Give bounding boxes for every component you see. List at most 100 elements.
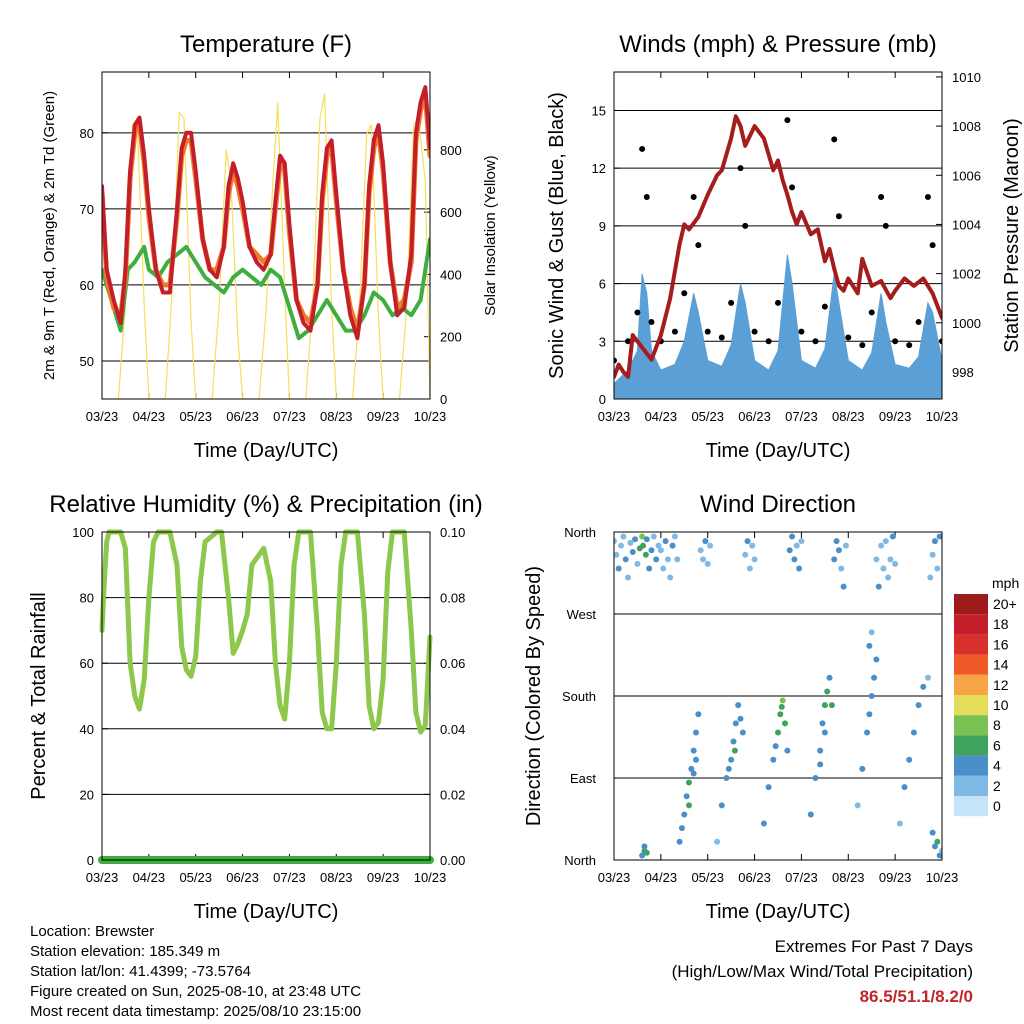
- y-axis-right-title: Station Pressure (Maroon): [1001, 118, 1023, 353]
- y-right-tick-label: 0.08: [440, 591, 465, 606]
- x-tick-label: 07/23: [273, 870, 306, 885]
- direction-point: [725, 765, 732, 772]
- direction-point: [778, 703, 785, 710]
- gust-point: [728, 299, 735, 306]
- plot-frame: [101, 71, 431, 400]
- direction-point: [838, 565, 845, 572]
- colorbar: mph 20+ 18 16 14 12 10 8 6 4 2 0: [954, 575, 1019, 817]
- series-group: [102, 85, 430, 399]
- y-tick-label: 9: [599, 219, 606, 234]
- gust-point: [892, 338, 899, 345]
- y-tick-label: 60: [80, 656, 94, 671]
- y-axis-title: Percent & Total Rainfall: [28, 592, 50, 800]
- direction-point: [653, 556, 660, 563]
- direction-point: [777, 711, 784, 718]
- elevation-text: Station elevation: 185.349 m: [30, 943, 221, 960]
- gust-point: [789, 184, 796, 191]
- gust-point: [737, 165, 744, 172]
- extremes-values: 86.5/51.1/8.2/0: [859, 987, 973, 1006]
- x-tick-label: 03/23: [86, 409, 119, 424]
- created-text: Figure created on Sun, 2025-08-10, at 23…: [30, 983, 362, 1000]
- direction-point: [718, 802, 725, 809]
- y-tick-label: 80: [80, 591, 94, 606]
- direction-point: [882, 538, 889, 545]
- y-right-tick-label: 1008: [952, 119, 981, 134]
- direction-point: [873, 556, 880, 563]
- latlon-text: Station lat/lon: 41.4399; -73.5764: [30, 963, 252, 980]
- x-tick-label: 06/23: [226, 409, 259, 424]
- gust-point: [882, 222, 889, 229]
- y-right-tick-label: 0.06: [440, 656, 465, 671]
- direction-point: [681, 811, 688, 818]
- direction-point: [789, 533, 796, 540]
- direction-point: [676, 838, 683, 845]
- direction-point: [782, 720, 789, 727]
- y-tick-label: South: [562, 689, 596, 704]
- direction-point: [892, 560, 899, 567]
- dewpoint-line: [102, 237, 430, 341]
- gust-point: [821, 303, 828, 310]
- direction-point: [704, 560, 711, 567]
- direction-point: [931, 538, 938, 545]
- direction-point: [732, 720, 739, 727]
- colorbar-label: 10: [993, 697, 1009, 713]
- x-tick-label: 04/23: [645, 409, 678, 424]
- y-tick-label: 40: [80, 722, 94, 737]
- gust-point: [924, 194, 931, 201]
- gust-point: [742, 222, 749, 229]
- direction-point: [650, 533, 657, 540]
- plot-frame: [613, 531, 943, 861]
- colorbar-swatch: [954, 755, 988, 776]
- gust-point: [671, 328, 678, 335]
- colorbar-label: 6: [993, 737, 1001, 753]
- chart-title: Wind Direction: [700, 491, 856, 518]
- direction-point: [618, 542, 625, 549]
- direction-point: [885, 574, 892, 581]
- x-tick-label: 03/23: [86, 870, 119, 885]
- gust-point: [634, 309, 641, 316]
- y-right-tick-label: 0.10: [440, 525, 465, 540]
- y-axis-title: Sonic Wind & Gust (Blue, Black): [546, 92, 568, 379]
- y-right-tick-label: 998: [952, 365, 974, 380]
- colorbar-label: 2: [993, 778, 1001, 794]
- colorbar-label: 4: [993, 758, 1001, 774]
- direction-point: [643, 536, 650, 543]
- x-tick-label: 10/23: [926, 870, 959, 885]
- x-tick-label: 09/23: [879, 409, 912, 424]
- colorbar-swatch: [954, 695, 988, 716]
- direction-point: [864, 729, 871, 736]
- direction-point: [927, 574, 934, 581]
- x-tick-label: 07/23: [273, 409, 306, 424]
- gust-point: [695, 242, 702, 249]
- direction-point: [793, 542, 800, 549]
- direction-point: [714, 838, 721, 845]
- direction-point: [646, 565, 653, 572]
- direction-point: [936, 852, 942, 859]
- direction-point: [821, 729, 828, 736]
- direction-point: [819, 720, 826, 727]
- direction-point: [887, 556, 894, 563]
- direction-point: [625, 574, 632, 581]
- direction-point: [796, 565, 803, 572]
- gust-point: [784, 117, 791, 124]
- direction-point: [798, 538, 805, 545]
- location-text: Location: Brewster: [30, 923, 155, 940]
- colorbar-label: 18: [993, 616, 1009, 632]
- direction-point: [742, 551, 749, 558]
- extremes-subtitle: (High/Low/Max Wind/Total Precipitation): [671, 962, 973, 981]
- x-axis-title: Time (Day/UTC): [706, 440, 851, 462]
- direction-point: [868, 693, 875, 699]
- direction-point: [929, 551, 936, 558]
- direction-point: [784, 747, 791, 754]
- direction-point: [664, 556, 671, 563]
- station-info: Location: Brewster Station elevation: 18…: [30, 922, 361, 1022]
- direction-point: [737, 715, 744, 722]
- y-right-tick-label: 0.04: [440, 722, 465, 737]
- direction-point: [746, 565, 753, 572]
- x-axis-title: Time (Day/UTC): [194, 901, 339, 923]
- direction-point: [639, 533, 646, 540]
- direction-point: [779, 697, 786, 704]
- direction-point: [873, 656, 880, 663]
- direction-point: [642, 551, 649, 558]
- x-tick-label: 08/23: [320, 870, 353, 885]
